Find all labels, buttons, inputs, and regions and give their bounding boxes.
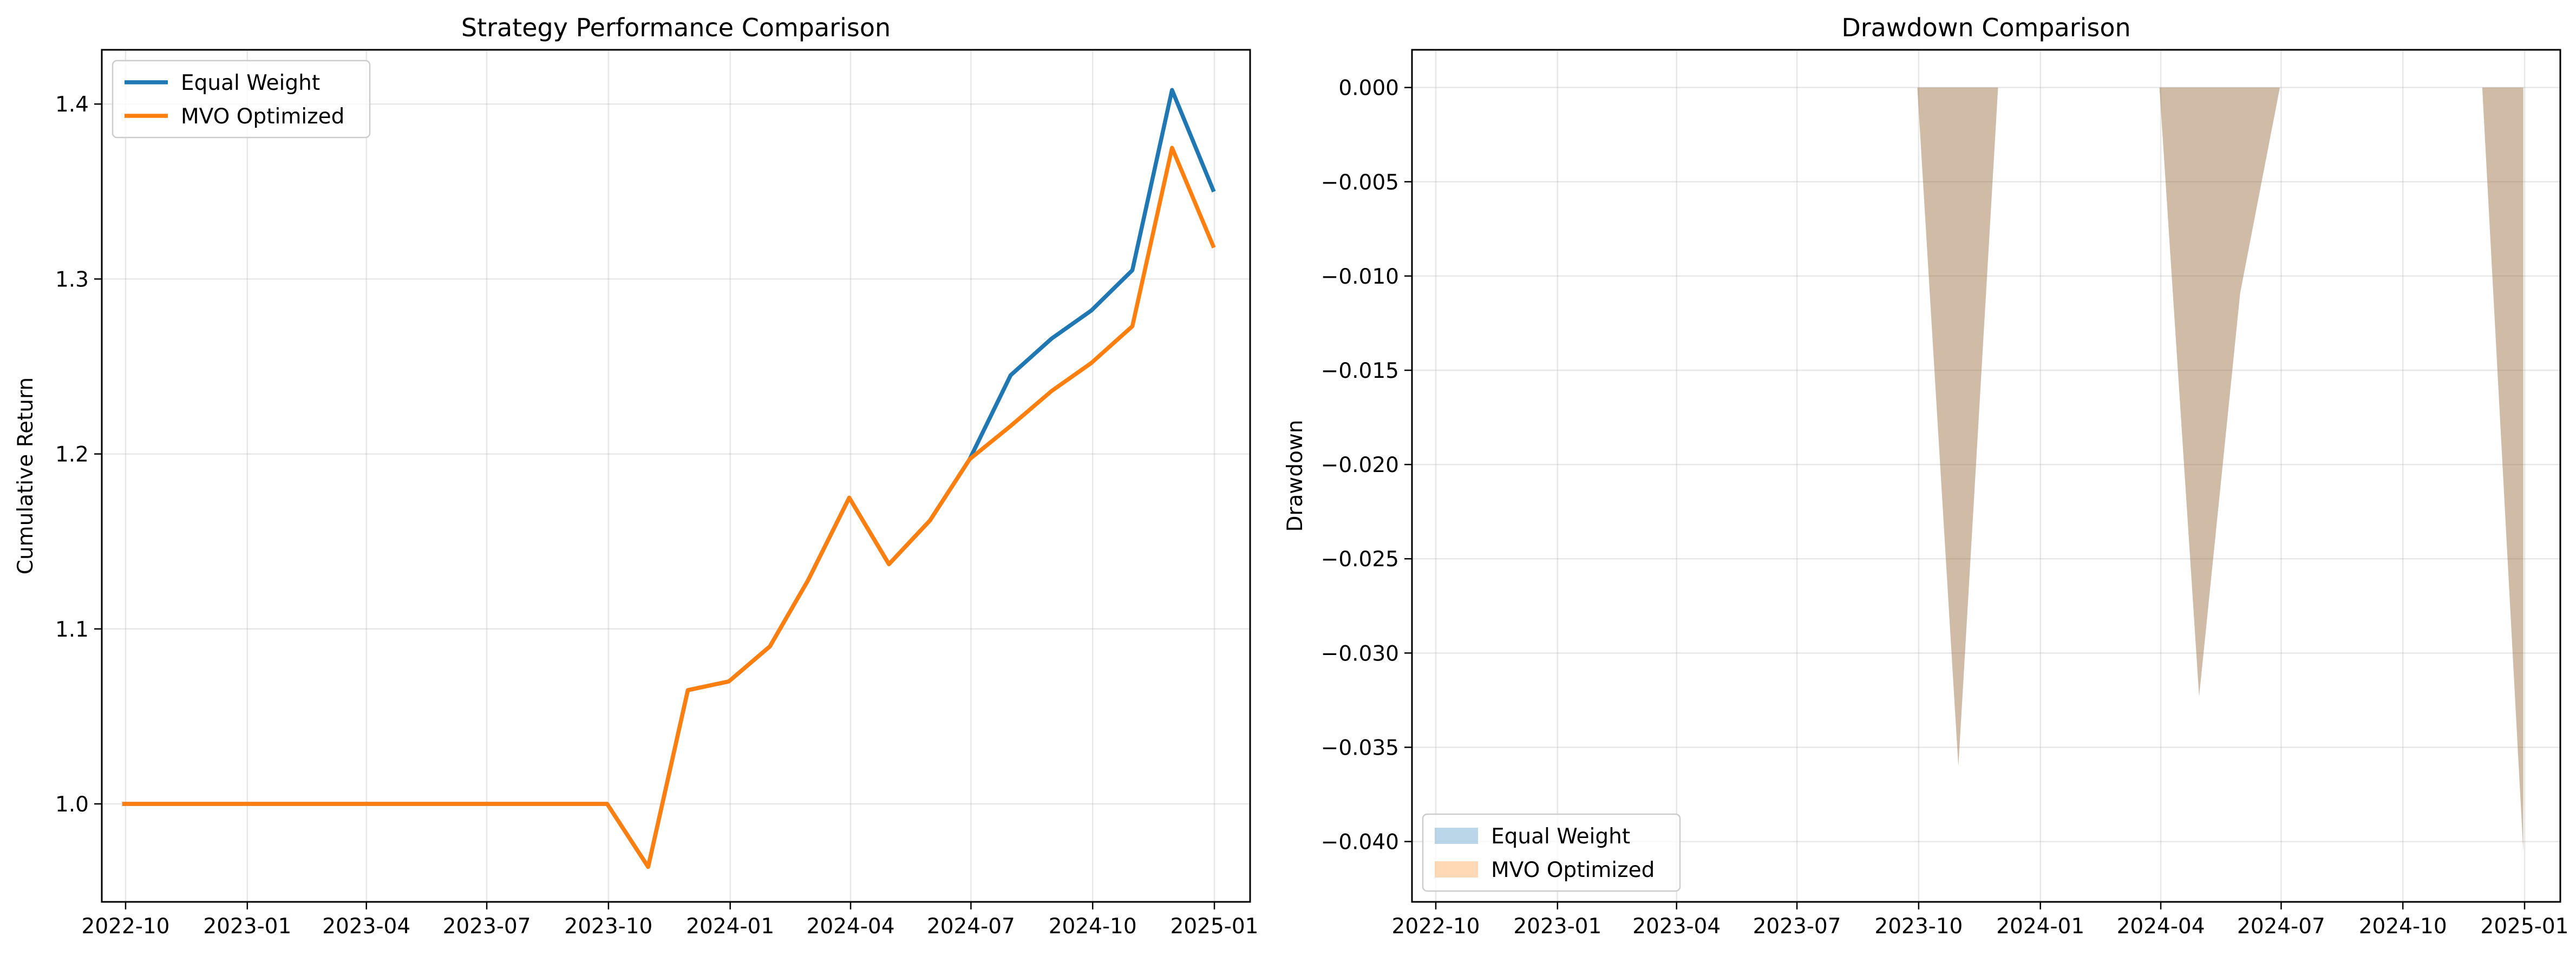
- series-line-mvo-optimized: [122, 146, 1216, 869]
- legend: Equal Weight MVO Optimized: [1422, 813, 1681, 892]
- legend-entry: MVO Optimized: [1435, 858, 1655, 882]
- legend: Equal Weight MVO Optimized: [112, 60, 371, 139]
- y-tick-label: −0.005: [1321, 171, 1399, 195]
- y-tick-label: 0.000: [1338, 76, 1399, 101]
- axes-frame: [1411, 49, 2561, 903]
- x-tick-label: 2023-01: [203, 914, 291, 939]
- x-tick-label: 2023-10: [564, 914, 652, 939]
- y-tick-label: −0.025: [1321, 547, 1399, 572]
- x-tick-label: 2023-07: [443, 914, 531, 939]
- x-tick-label: 2024-04: [2117, 914, 2205, 939]
- legend-entry: Equal Weight: [125, 71, 320, 95]
- x-tick-label: 2022-10: [82, 914, 170, 939]
- y-tick-label: −0.010: [1321, 265, 1399, 289]
- chart-title: Drawdown Comparison: [1841, 13, 2130, 42]
- legend-label: Equal Weight: [181, 71, 320, 95]
- x-tick-label: 2023-10: [1874, 914, 1963, 939]
- x-tick-label: 2024-01: [1996, 914, 2084, 939]
- y-tick-label: −0.030: [1321, 641, 1399, 666]
- axes-frame: [101, 49, 1251, 903]
- drawdown-area-mvo-optimized: [1434, 87, 2523, 852]
- y-tick-label: −0.035: [1321, 736, 1399, 760]
- grid: [102, 50, 1250, 902]
- chart-title: Strategy Performance Comparison: [461, 13, 891, 42]
- legend-entry: Equal Weight: [1435, 824, 1630, 849]
- legend-label: MVO Optimized: [181, 104, 344, 129]
- drawdown-area-equal-weight: [1434, 87, 2523, 852]
- x-tick-label: 2024-07: [2237, 914, 2325, 939]
- y-axis-label: Drawdown: [1283, 420, 1307, 532]
- performance-chart: 2022-10 2023-01 2023-04 2023-07 2023-10 2024-…: [14, 13, 1259, 939]
- x-tick-label: 2024-10: [2359, 914, 2447, 939]
- y-tick-label: 1.1: [55, 618, 89, 642]
- grid: [1412, 50, 2560, 902]
- legend-frame: [112, 60, 371, 139]
- x-tick-label: 2023-01: [1513, 914, 1601, 939]
- y-tick-label: 1.0: [55, 793, 89, 817]
- x-tick-label: 2025-01: [1171, 914, 1259, 939]
- x-tick-label: 2022-10: [1392, 914, 1480, 939]
- x-tick-label: 2025-01: [2481, 914, 2569, 939]
- legend-area-swatch: [1435, 828, 1478, 844]
- y-tick-label: 1.3: [55, 267, 89, 292]
- y-tick-label: −0.040: [1321, 830, 1399, 855]
- x-tick-label: 2024-10: [1049, 914, 1137, 939]
- drawdown-chart: 2022-10 2023-01 2023-04 2023-07 2023-10 2024-…: [1283, 13, 2569, 939]
- series-line-equal-weight: [122, 88, 1216, 869]
- legend-entry: MVO Optimized: [125, 104, 344, 129]
- x-tick-label: 2023-04: [1632, 914, 1721, 939]
- legend-frame: [1422, 813, 1681, 892]
- x-tick-label: 2024-01: [686, 914, 774, 939]
- legend-label: MVO Optimized: [1491, 858, 1655, 882]
- y-tick-label: 1.2: [55, 443, 89, 467]
- x-tick-label: 2024-07: [927, 914, 1015, 939]
- y-tick-label: −0.015: [1321, 359, 1399, 383]
- y-tick-label: 1.4: [55, 93, 89, 117]
- legend-area-swatch: [1435, 861, 1478, 878]
- y-axis-label: Cumulative Return: [14, 377, 38, 574]
- y-tick-label: −0.020: [1321, 453, 1399, 477]
- x-tick-label: 2023-04: [322, 914, 410, 939]
- x-tick-label: 2023-07: [1753, 914, 1841, 939]
- x-tick-label: 2024-04: [807, 914, 895, 939]
- legend-label: Equal Weight: [1491, 824, 1630, 849]
